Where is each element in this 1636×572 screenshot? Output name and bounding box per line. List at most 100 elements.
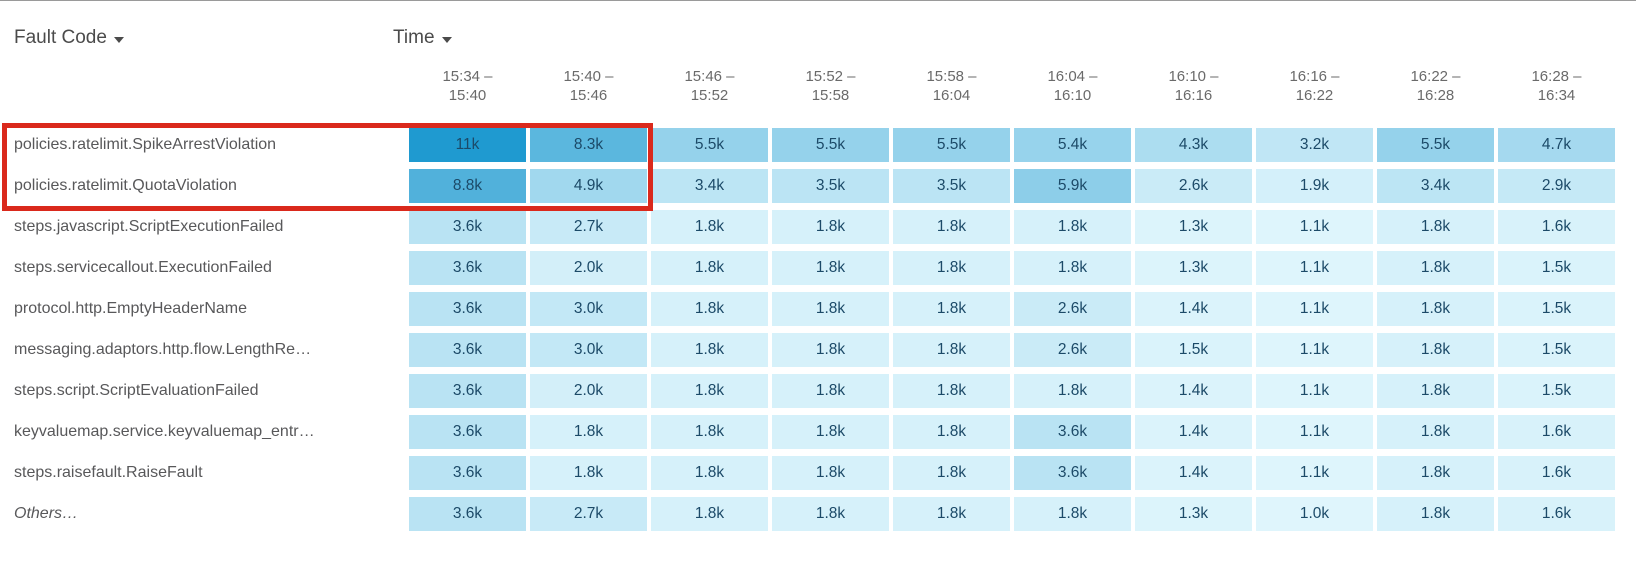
time-sort-control[interactable]: Time bbox=[393, 27, 452, 49]
heatmap-cell[interactable]: 2.6k bbox=[1014, 292, 1131, 326]
heatmap-cell[interactable]: 1.8k bbox=[772, 251, 889, 285]
heatmap-cell[interactable]: 1.8k bbox=[893, 497, 1010, 531]
heatmap-cell[interactable]: 1.1k bbox=[1256, 292, 1373, 326]
heatmap-cell[interactable]: 1.8k bbox=[772, 292, 889, 326]
heatmap-cell[interactable]: 1.0k bbox=[1256, 497, 1373, 531]
heatmap-cell[interactable]: 3.6k bbox=[409, 251, 526, 285]
heatmap-cell[interactable]: 1.4k bbox=[1135, 292, 1252, 326]
heatmap-cell[interactable]: 1.8k bbox=[651, 333, 768, 367]
heatmap-cell[interactable]: 4.7k bbox=[1498, 128, 1615, 162]
heatmap-cell[interactable]: 1.8k bbox=[651, 210, 768, 244]
heatmap-cell[interactable]: 3.5k bbox=[893, 169, 1010, 203]
heatmap-cell[interactable]: 4.3k bbox=[1135, 128, 1252, 162]
fault-code-sort-control[interactable]: Fault Code bbox=[14, 27, 124, 49]
heatmap-cell[interactable]: 1.8k bbox=[1377, 210, 1494, 244]
heatmap-cell[interactable]: 1.6k bbox=[1498, 456, 1615, 490]
heatmap-cell[interactable]: 3.4k bbox=[1377, 169, 1494, 203]
heatmap-cell[interactable]: 2.0k bbox=[530, 251, 647, 285]
heatmap-cell[interactable]: 1.5k bbox=[1498, 374, 1615, 408]
heatmap-cell[interactable]: 1.8k bbox=[1377, 374, 1494, 408]
heatmap-cell[interactable]: 1.1k bbox=[1256, 251, 1373, 285]
heatmap-cell[interactable]: 1.8k bbox=[1377, 292, 1494, 326]
heatmap-cell[interactable]: 1.8k bbox=[530, 415, 647, 449]
heatmap-cell[interactable]: 1.8k bbox=[1377, 497, 1494, 531]
heatmap-cell[interactable]: 5.5k bbox=[651, 128, 768, 162]
heatmap-cell[interactable]: 3.6k bbox=[409, 374, 526, 408]
heatmap-cell[interactable]: 5.5k bbox=[1377, 128, 1494, 162]
heatmap-cell[interactable]: 1.8k bbox=[893, 456, 1010, 490]
heatmap-cell[interactable]: 2.7k bbox=[530, 497, 647, 531]
heatmap-cell[interactable]: 8.8k bbox=[409, 169, 526, 203]
heatmap-cell[interactable]: 1.6k bbox=[1498, 497, 1615, 531]
heatmap-cell[interactable]: 2.6k bbox=[1014, 333, 1131, 367]
heatmap-cell[interactable]: 3.6k bbox=[409, 497, 526, 531]
heatmap-cell[interactable]: 3.6k bbox=[409, 456, 526, 490]
heatmap-cell[interactable]: 1.8k bbox=[651, 415, 768, 449]
heatmap-cell[interactable]: 3.2k bbox=[1256, 128, 1373, 162]
heatmap-cell[interactable]: 1.8k bbox=[893, 210, 1010, 244]
heatmap-cell[interactable]: 1.3k bbox=[1135, 210, 1252, 244]
heatmap-cell[interactable]: 5.9k bbox=[1014, 169, 1131, 203]
heatmap-cell[interactable]: 1.4k bbox=[1135, 415, 1252, 449]
heatmap-cell[interactable]: 1.1k bbox=[1256, 415, 1373, 449]
heatmap-cell[interactable]: 5.5k bbox=[893, 128, 1010, 162]
heatmap-cell[interactable]: 1.8k bbox=[772, 210, 889, 244]
heatmap-cell[interactable]: 2.7k bbox=[530, 210, 647, 244]
heatmap-cell[interactable]: 1.8k bbox=[1014, 374, 1131, 408]
heatmap-cell[interactable]: 3.0k bbox=[530, 333, 647, 367]
heatmap-cell[interactable]: 1.8k bbox=[651, 292, 768, 326]
heatmap-cell[interactable]: 1.8k bbox=[772, 374, 889, 408]
heatmap-cell[interactable]: 1.5k bbox=[1135, 333, 1252, 367]
heatmap-cell[interactable]: 1.1k bbox=[1256, 210, 1373, 244]
heatmap-cell[interactable]: 1.8k bbox=[1377, 415, 1494, 449]
heatmap-cell[interactable]: 11k bbox=[409, 128, 526, 162]
heatmap-cell[interactable]: 1.6k bbox=[1498, 210, 1615, 244]
heatmap-cell[interactable]: 3.0k bbox=[530, 292, 647, 326]
heatmap-cell[interactable]: 1.8k bbox=[893, 374, 1010, 408]
heatmap-cell[interactable]: 3.6k bbox=[409, 210, 526, 244]
heatmap-cell[interactable]: 1.8k bbox=[1377, 456, 1494, 490]
heatmap-cell[interactable]: 1.8k bbox=[772, 456, 889, 490]
heatmap-cell[interactable]: 1.8k bbox=[1014, 210, 1131, 244]
heatmap-cell[interactable]: 1.5k bbox=[1498, 251, 1615, 285]
heatmap-cell[interactable]: 1.8k bbox=[1377, 333, 1494, 367]
heatmap-cell[interactable]: 1.6k bbox=[1498, 415, 1615, 449]
heatmap-cell[interactable]: 1.8k bbox=[772, 333, 889, 367]
heatmap-cell[interactable]: 1.4k bbox=[1135, 456, 1252, 490]
heatmap-cell[interactable]: 1.8k bbox=[1014, 251, 1131, 285]
heatmap-cell[interactable]: 1.8k bbox=[772, 497, 889, 531]
heatmap-cell[interactable]: 1.9k bbox=[1256, 169, 1373, 203]
heatmap-cell[interactable]: 1.3k bbox=[1135, 497, 1252, 531]
heatmap-cell[interactable]: 5.4k bbox=[1014, 128, 1131, 162]
heatmap-cell[interactable]: 2.9k bbox=[1498, 169, 1615, 203]
heatmap-cell[interactable]: 3.5k bbox=[772, 169, 889, 203]
heatmap-cell[interactable]: 1.8k bbox=[530, 456, 647, 490]
heatmap-cell[interactable]: 1.5k bbox=[1498, 292, 1615, 326]
heatmap-cell[interactable]: 3.4k bbox=[651, 169, 768, 203]
heatmap-cell[interactable]: 8.3k bbox=[530, 128, 647, 162]
heatmap-cell[interactable]: 3.6k bbox=[409, 415, 526, 449]
heatmap-cell[interactable]: 1.8k bbox=[893, 415, 1010, 449]
heatmap-cell[interactable]: 1.8k bbox=[651, 497, 768, 531]
heatmap-cell[interactable]: 1.8k bbox=[893, 333, 1010, 367]
heatmap-cell[interactable]: 1.8k bbox=[651, 456, 768, 490]
heatmap-cell[interactable]: 1.8k bbox=[893, 251, 1010, 285]
heatmap-cell[interactable]: 4.9k bbox=[530, 169, 647, 203]
heatmap-cell[interactable]: 5.5k bbox=[772, 128, 889, 162]
heatmap-cell[interactable]: 1.8k bbox=[1014, 497, 1131, 531]
heatmap-cell[interactable]: 1.4k bbox=[1135, 374, 1252, 408]
heatmap-cell[interactable]: 2.0k bbox=[530, 374, 647, 408]
heatmap-cell[interactable]: 3.6k bbox=[409, 292, 526, 326]
heatmap-cell[interactable]: 1.8k bbox=[651, 374, 768, 408]
heatmap-cell[interactable]: 3.6k bbox=[409, 333, 526, 367]
heatmap-cell[interactable]: 1.1k bbox=[1256, 374, 1373, 408]
heatmap-cell[interactable]: 1.3k bbox=[1135, 251, 1252, 285]
heatmap-cell[interactable]: 3.6k bbox=[1014, 456, 1131, 490]
heatmap-cell[interactable]: 2.6k bbox=[1135, 169, 1252, 203]
heatmap-cell[interactable]: 1.8k bbox=[651, 251, 768, 285]
heatmap-cell[interactable]: 3.6k bbox=[1014, 415, 1131, 449]
heatmap-cell[interactable]: 1.8k bbox=[772, 415, 889, 449]
heatmap-cell[interactable]: 1.1k bbox=[1256, 456, 1373, 490]
heatmap-cell[interactable]: 1.1k bbox=[1256, 333, 1373, 367]
heatmap-cell[interactable]: 1.5k bbox=[1498, 333, 1615, 367]
